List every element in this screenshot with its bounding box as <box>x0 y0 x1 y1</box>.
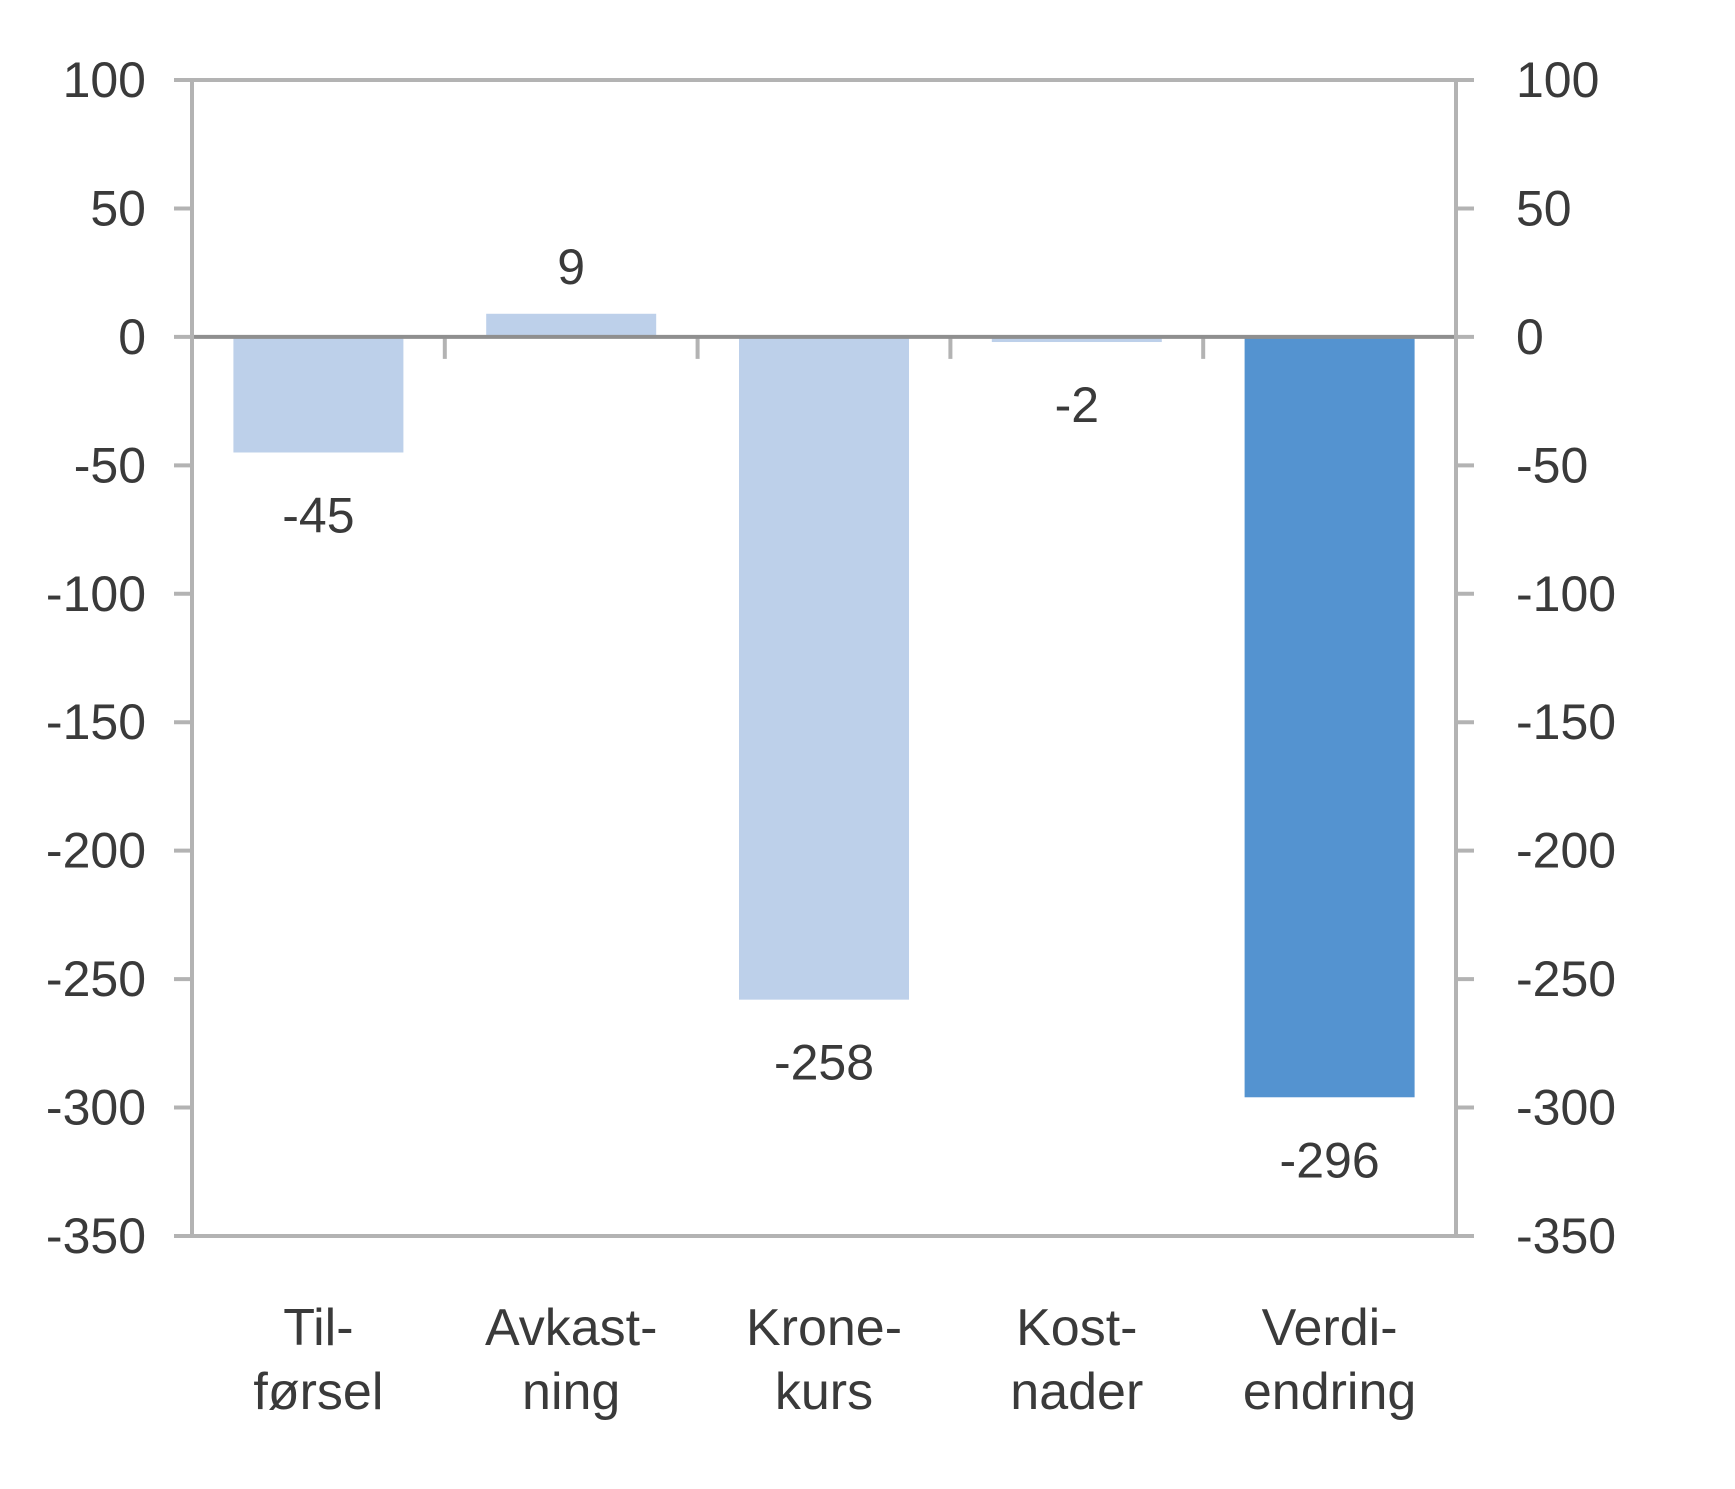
category-label: Verdi-endring <box>1243 1299 1416 1421</box>
right-y-tick-label: -250 <box>1516 951 1616 1007</box>
left-y-tick-label: -200 <box>46 823 146 879</box>
category-label: Kost-nader <box>1010 1299 1143 1421</box>
bar-data-label: -258 <box>774 1035 874 1091</box>
category-label: Til-førsel <box>253 1299 383 1421</box>
left-y-tick-label: -100 <box>46 566 146 622</box>
data-labels: -45 9 -258 -2 -296 <box>282 239 1379 1189</box>
left-y-tick-label: -300 <box>46 1080 146 1136</box>
left-y-tick-label: -50 <box>74 437 146 493</box>
right-y-tick-label: 50 <box>1516 180 1572 236</box>
right-y-axis: 100 50 0 -50 -100 -150 -200 -250 -300 -350 <box>1456 52 1616 1264</box>
plot-frame <box>190 78 1458 1238</box>
right-y-tick-label: -100 <box>1516 566 1616 622</box>
zero-axis <box>192 334 1456 359</box>
bar <box>1244 336 1415 1098</box>
right-y-tick-label: -50 <box>1516 437 1588 493</box>
right-y-tick-label: -200 <box>1516 823 1616 879</box>
bar-data-label: -296 <box>1280 1132 1380 1188</box>
category-label: Krone-kurs <box>746 1299 902 1421</box>
bar <box>486 313 657 337</box>
left-y-axis: 100 50 0 -50 -100 -150 -200 -250 -300 -350 <box>46 52 192 1264</box>
right-y-tick-label: -300 <box>1516 1080 1616 1136</box>
bar <box>739 336 909 1000</box>
left-y-tick-label: 0 <box>118 309 146 365</box>
bar <box>233 336 404 453</box>
bar-data-label: -2 <box>1055 377 1099 433</box>
right-y-tick-label: -350 <box>1516 1208 1616 1264</box>
right-y-tick-label: 0 <box>1516 309 1544 365</box>
left-y-tick-label: -150 <box>46 694 146 750</box>
left-y-tick-label: 100 <box>63 52 146 108</box>
bar-series <box>233 313 1415 1098</box>
category-label: Avkast-ning <box>485 1299 657 1421</box>
left-y-tick-label: -250 <box>46 951 146 1007</box>
bar <box>991 336 1162 343</box>
bar-data-label: -45 <box>282 487 354 543</box>
left-y-tick-label: -350 <box>46 1208 146 1264</box>
bar-data-label: 9 <box>557 239 585 295</box>
right-y-tick-label: -150 <box>1516 694 1616 750</box>
right-y-tick-label: 100 <box>1516 52 1599 108</box>
category-axis-labels: Til-førsel Avkast-ning Krone-kurs Kost-nade… <box>253 1299 1416 1421</box>
left-y-tick-label: 50 <box>90 180 146 236</box>
